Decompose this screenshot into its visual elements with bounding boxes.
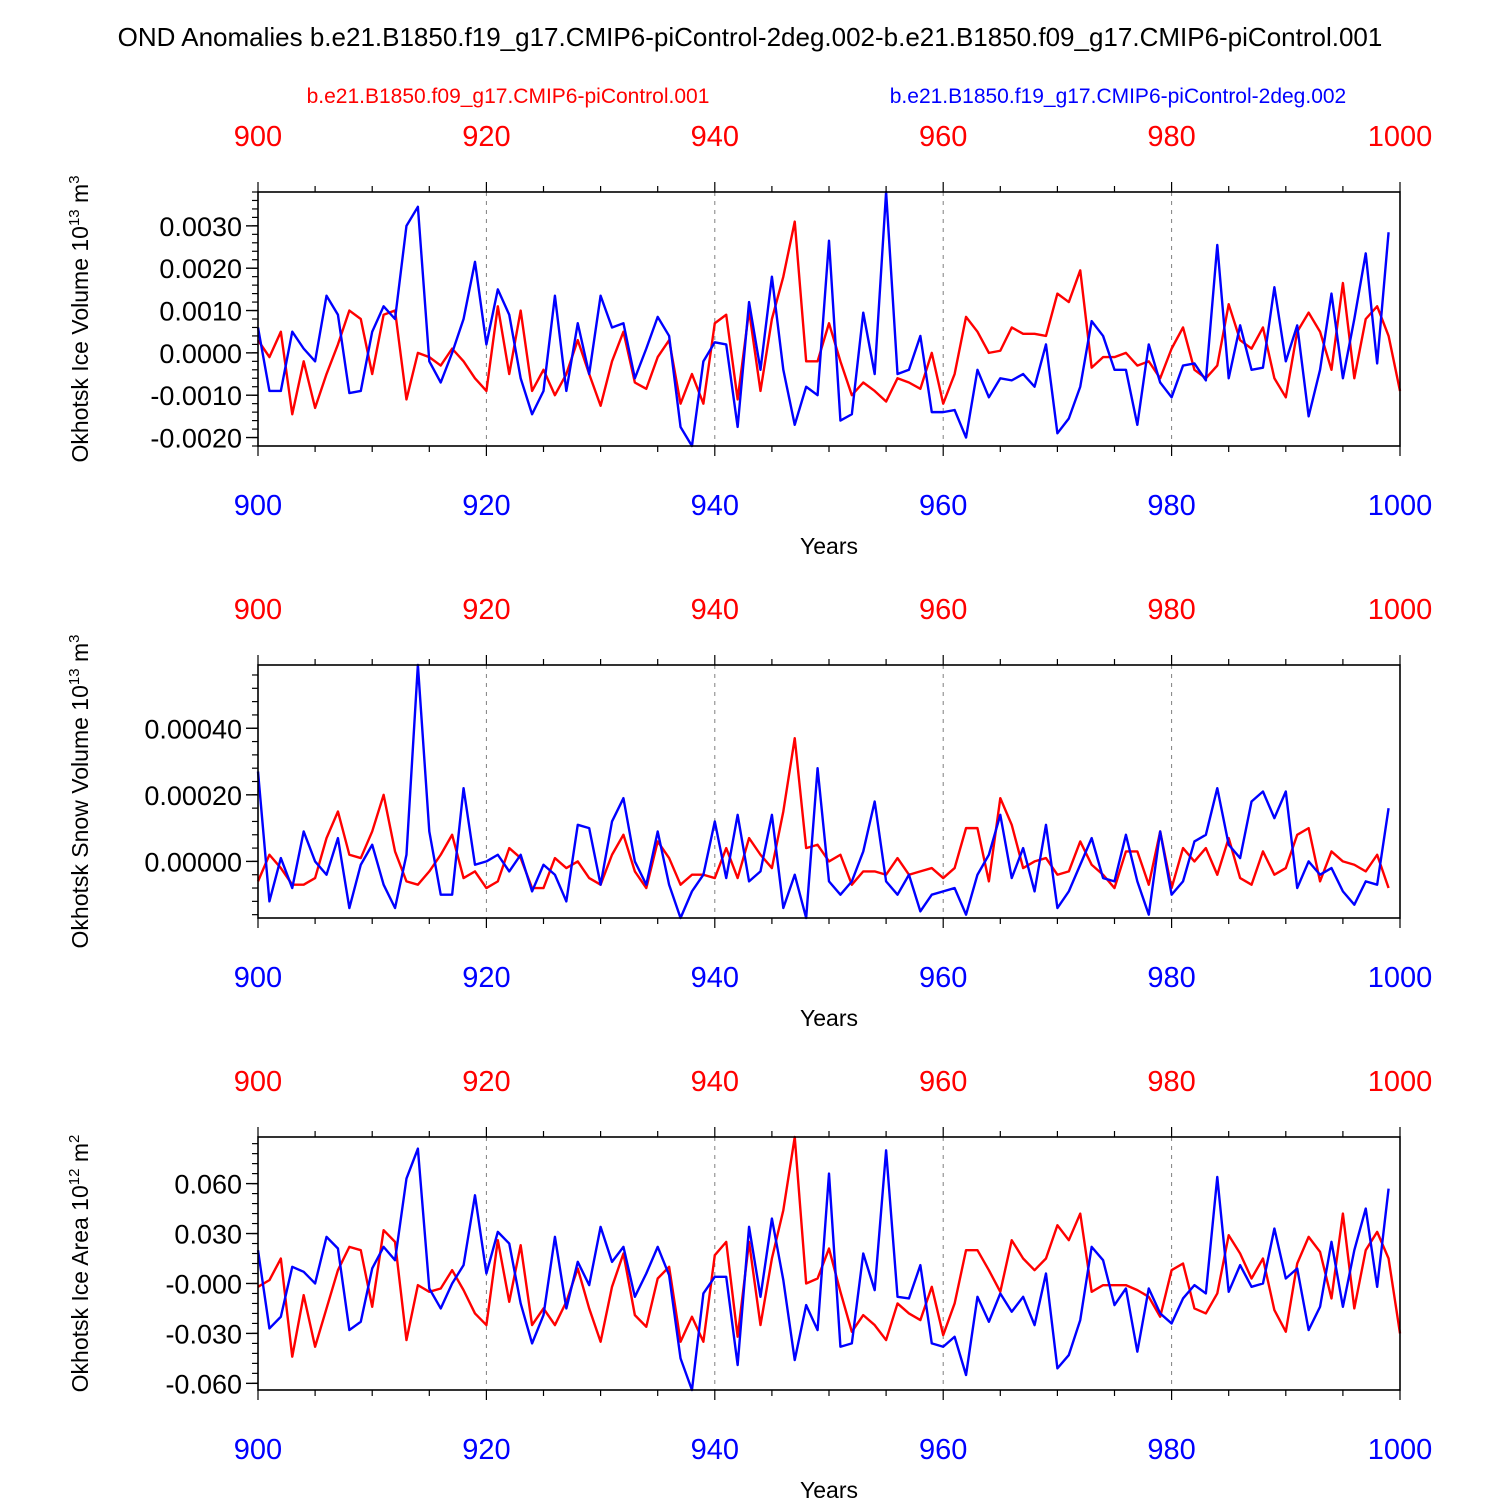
y-axis-title-part: 13: [66, 668, 83, 685]
y-tick-label: -0.030: [165, 1319, 242, 1349]
y-axis-title-part: m: [67, 1143, 93, 1169]
x-tick-label-bottom: 960: [919, 1434, 967, 1466]
y-tick-label: 0.0030: [159, 212, 242, 242]
x-axis-title: Years: [800, 533, 858, 559]
x-tick-label-bottom: 980: [1147, 490, 1195, 522]
y-tick-label: 0.00020: [144, 781, 242, 811]
y-axis-title: Okhotsk Ice Area 1012 m2: [66, 1135, 93, 1393]
x-tick-label-top: 920: [462, 121, 510, 153]
x-tick-label-top: 980: [1147, 1066, 1195, 1098]
x-tick-label-top: 900: [234, 594, 282, 626]
y-tick-label: -0.000: [165, 1269, 242, 1299]
y-axis-title-part: Okhotsk Ice Volume 10: [67, 226, 93, 463]
x-tick-label-bottom: 980: [1147, 962, 1195, 994]
series-line-red: [256, 737, 1390, 890]
y-axis-title-part: 13: [66, 209, 83, 226]
x-tick-label-bottom: 900: [234, 1434, 282, 1466]
x-tick-label-bottom: 940: [691, 1434, 739, 1466]
x-tick-label-bottom: 1000: [1368, 962, 1433, 994]
x-tick-label-top: 900: [234, 1066, 282, 1098]
x-tick-label-top: 980: [1147, 121, 1195, 153]
figure-title: OND Anomalies b.e21.B1850.f19_g17.CMIP6-…: [118, 22, 1383, 52]
legend-red-label: b.e21.B1850.f09_g17.CMIP6-piControl.001: [307, 85, 710, 108]
series-line-blue: [256, 663, 1390, 920]
x-tick-label-bottom: 1000: [1368, 490, 1433, 522]
y-tick-label: 0.00000: [144, 847, 242, 877]
x-tick-label-top: 940: [691, 121, 739, 153]
x-tick-label-top: 960: [919, 121, 967, 153]
x-axis-title: Years: [800, 1005, 858, 1031]
x-axis-title: Years: [800, 1477, 858, 1500]
y-tick-label: 0.030: [174, 1220, 242, 1250]
series-line-red: [257, 1135, 1402, 1358]
x-tick-label-bottom: 960: [919, 490, 967, 522]
series-line-blue: [256, 190, 1390, 448]
y-axis-title-part: 3: [66, 175, 83, 183]
x-tick-label-top: 920: [462, 1066, 510, 1098]
y-axis-title-part: 2: [66, 1135, 83, 1143]
x-tick-label-top: 940: [691, 594, 739, 626]
x-tick-label-top: 920: [462, 594, 510, 626]
y-axis-title: Okhotsk Ice Volume 1013 m3: [66, 175, 93, 462]
x-tick-label-bottom: 1000: [1368, 1434, 1433, 1466]
x-tick-label-top: 960: [919, 594, 967, 626]
y-axis-title-part: Okhotsk Snow Volume 10: [67, 685, 93, 948]
y-tick-label: 0.0000: [159, 339, 242, 369]
series-line-blue: [256, 1147, 1390, 1392]
y-tick-label: 0.0020: [159, 254, 242, 284]
x-tick-label-bottom: 920: [462, 962, 510, 994]
y-axis-title: Okhotsk Snow Volume 1013 m3: [66, 635, 93, 949]
y-tick-label: 0.00040: [144, 714, 242, 744]
x-tick-label-top: 1000: [1368, 121, 1433, 153]
x-tick-label-bottom: 980: [1147, 1434, 1195, 1466]
x-tick-label-bottom: 920: [462, 1434, 510, 1466]
panel-ice-volume: 900 900 920 920 940 940 960 960 980 980 1000 1000 Ye…: [66, 121, 1432, 559]
y-axis-title-part: 12: [66, 1169, 83, 1186]
x-tick-label-bottom: 940: [691, 962, 739, 994]
y-tick-label: -0.060: [165, 1369, 242, 1399]
x-tick-label-top: 1000: [1368, 594, 1433, 626]
x-tick-label-bottom: 940: [691, 490, 739, 522]
x-tick-label-top: 960: [919, 1066, 967, 1098]
panel-snow-volume: 900 900 920 920 940 940 960 960 980 980 1000 1000 Ye…: [66, 594, 1432, 1031]
panel-ice-area: 900 900 920 920 940 940 960 960 980 980 1000 1000 Ye…: [66, 1066, 1432, 1500]
y-tick-label: -0.0010: [150, 381, 242, 411]
legend-blue-label: b.e21.B1850.f19_g17.CMIP6-piControl-2deg…: [890, 85, 1346, 108]
y-axis-title-part: m: [67, 643, 93, 669]
series-line-red: [257, 220, 1402, 416]
x-tick-label-bottom: 920: [462, 490, 510, 522]
y-tick-label: 0.0010: [159, 297, 242, 327]
x-tick-label-bottom: 900: [234, 490, 282, 522]
x-tick-label-bottom: 900: [234, 962, 282, 994]
plot-frame: [257, 191, 1401, 447]
y-tick-label: 0.060: [174, 1170, 242, 1200]
x-tick-label-top: 1000: [1368, 1066, 1433, 1098]
x-tick-label-top: 940: [691, 1066, 739, 1098]
x-tick-label-top: 980: [1147, 594, 1195, 626]
y-axis-title-part: Okhotsk Ice Area 10: [67, 1185, 93, 1392]
y-axis-title-part: m: [67, 184, 93, 210]
y-axis-title-part: 3: [66, 635, 83, 643]
y-tick-label: -0.0020: [150, 424, 242, 454]
x-tick-label-bottom: 960: [919, 962, 967, 994]
x-tick-label-top: 900: [234, 121, 282, 153]
